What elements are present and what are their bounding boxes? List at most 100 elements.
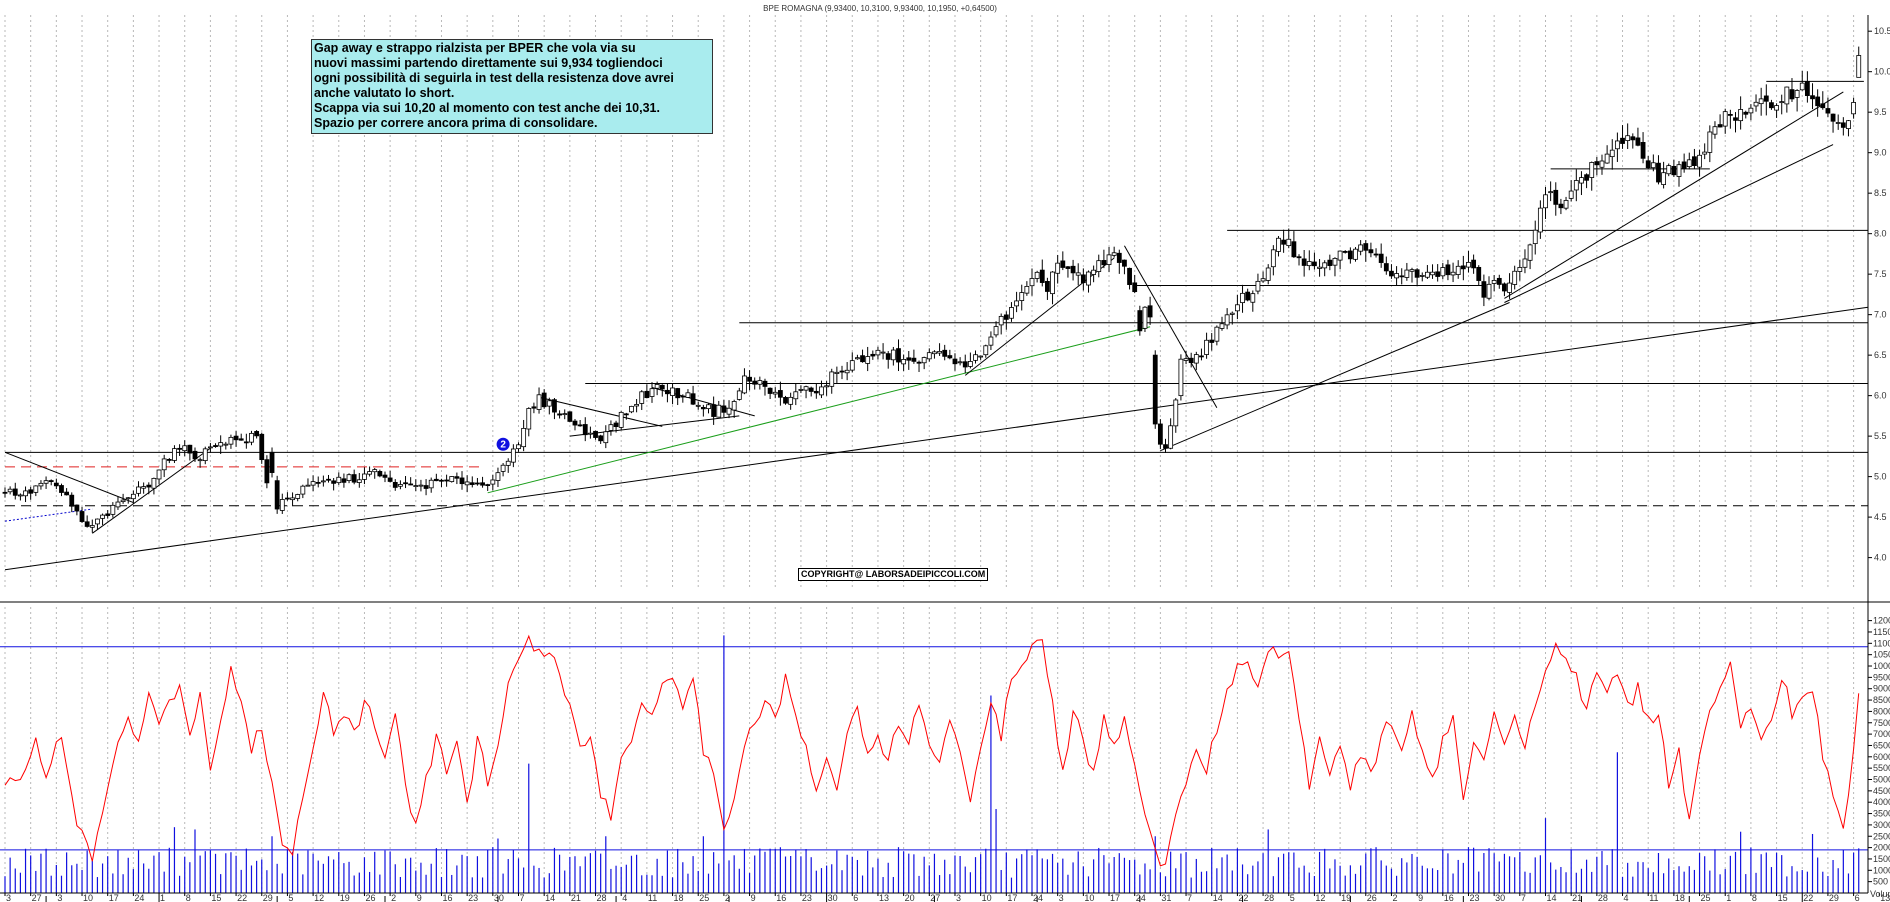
candle-body [1163,444,1168,449]
candle-body [130,493,136,500]
candle-body [1496,277,1502,285]
candle-body [1650,162,1656,169]
candle-body [1147,305,1153,318]
candle-body [875,349,881,356]
candle-body [105,513,111,516]
candle-body [1173,399,1179,427]
axes: 4.0 4.5 5.0 5.5 6.0 6.5 7.0 7.5 8.0 8.5 9.0 9.5 10.0… [0,15,1890,902]
candle-body [392,481,398,488]
grid-lines [4,15,1855,893]
trend-line [538,396,663,427]
candle-body [1389,270,1394,277]
candle-body [1003,314,1009,320]
candle-body [192,450,198,460]
candle-body [747,376,752,382]
x-day-label: 28 [1598,893,1608,902]
x-day-label: 6 [1855,893,1860,902]
x-day-label: 3 [57,893,62,902]
x-day-label: 30 [828,893,838,902]
candle-body [1840,122,1846,128]
candle-body [932,351,937,355]
candle-body [305,484,311,487]
candle-body [1065,266,1071,269]
osc-tick-label: 7500 [1873,718,1890,728]
candle-body [1604,153,1610,164]
x-day-label: 4 [622,893,627,902]
x-day-label: 24 [1136,893,1146,902]
candle-body [480,482,485,486]
analysis-note: Gap away e strappo rialzista per BPER ch… [311,39,713,134]
trend-line [1504,91,1844,299]
x-day-label: 7 [1187,893,1192,902]
candle-body [233,435,239,441]
candle-body [1091,269,1097,275]
candle-body [844,369,850,374]
candle-body [1815,96,1821,107]
candle-body [993,326,999,336]
candle-body [1106,254,1112,265]
osc-tick-label: 4500 [1873,786,1890,796]
candle-body [79,511,85,522]
trend-line [4,306,1869,571]
candle-body [1255,280,1261,292]
candle-body [218,442,224,447]
candle-body [310,481,316,486]
candle-body [1712,126,1718,135]
x-day-label: 26 [365,893,375,902]
candle-body [577,424,583,427]
candle-body [7,488,13,493]
candle-body [700,406,706,410]
candle-body [1265,267,1271,281]
candle-body [1322,262,1328,269]
candle-body [454,476,460,479]
candle-body [880,351,886,354]
candle-body [557,413,562,416]
candle-body [1686,159,1692,168]
candle-body [475,482,480,485]
candle-body [629,405,634,413]
candle-body [1019,292,1025,301]
note-line: nuovi massimi partendo direttamente sui … [314,56,663,70]
candle-body [1260,278,1266,282]
candle-body [685,392,691,398]
x-day-label: 24 [1033,893,1043,902]
candle-body [552,399,557,413]
candle-body [1692,156,1697,166]
candle-body [1101,260,1107,266]
candle-body [387,477,393,482]
x-day-label: 22 [1803,893,1813,902]
osc-tick-label: 2000 [1873,843,1890,853]
x-day-label: 3 [956,893,961,902]
candle-body [659,384,665,390]
candle-body [1183,358,1189,361]
candle-body [1769,102,1774,109]
event-marker-label: 2 [500,440,506,451]
candle-body [572,420,578,426]
candle-body [1558,203,1564,209]
candle-body [1029,278,1035,287]
candle-body [1009,307,1014,319]
x-day-label: 11 [1649,893,1658,902]
candle-body [711,404,717,417]
osc-tick-label: 8500 [1873,695,1890,705]
x-day-label: 27 [930,893,940,902]
candle-body [346,474,352,481]
candle-body [962,361,968,368]
candle-body [1363,243,1369,251]
candle-body [1419,275,1425,277]
candle-body [161,458,167,471]
candle-body [1193,354,1199,364]
candle-body [1481,281,1487,298]
candle-body [1573,180,1579,191]
x-day-label: 18 [674,893,684,902]
candle-body [372,469,378,473]
note-line: ogni possibilità di seguirla in test del… [314,71,674,85]
candles: 2 [2,46,1862,533]
candle-body [351,474,357,483]
candle-body [459,477,465,485]
candle-body [326,478,331,481]
x-day-label: 12 [314,893,324,902]
candle-body [1060,260,1066,268]
candle-body [495,472,501,481]
candle-body [1276,237,1281,252]
